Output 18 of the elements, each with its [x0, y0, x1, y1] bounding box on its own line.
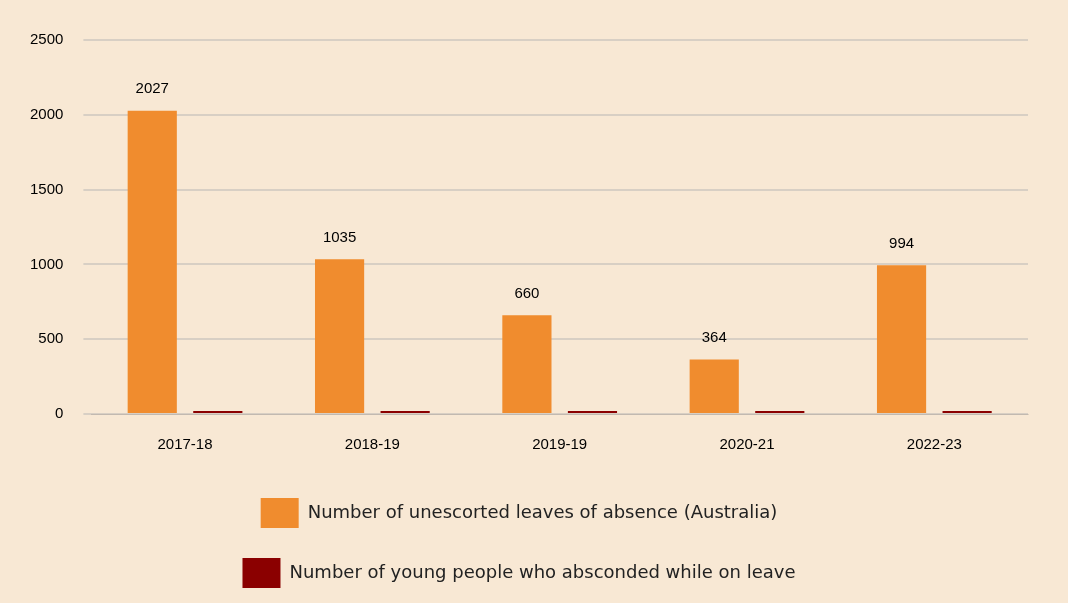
x-tick-label: 2019-19 [532, 435, 588, 453]
x-tick-label: 2018-19 [344, 435, 400, 453]
y-tick-label: 0 [55, 404, 64, 422]
y-tick-label: 500 [38, 329, 64, 347]
data-label: 1035 [322, 227, 357, 245]
y-tick-label: 1000 [29, 254, 64, 272]
y-tick-label: 2500 [29, 30, 64, 48]
x-tick-label: 2017-18 [157, 435, 213, 453]
y-tick-label: 2000 [29, 104, 64, 122]
data-label: 994 [889, 233, 915, 251]
y-tick-label: 1500 [29, 179, 64, 197]
data-label: 364 [701, 328, 727, 346]
data-label: 660 [514, 283, 540, 301]
x-tick-label: 2022-23 [906, 435, 962, 453]
legend-label: Number of unescorted leaves of absence (Australia) [307, 500, 778, 522]
data-label: 2027 [135, 79, 169, 97]
legend-label: Number of young people who absconded while on leave [289, 560, 796, 582]
x-tick-label: 2020-21 [719, 435, 775, 453]
